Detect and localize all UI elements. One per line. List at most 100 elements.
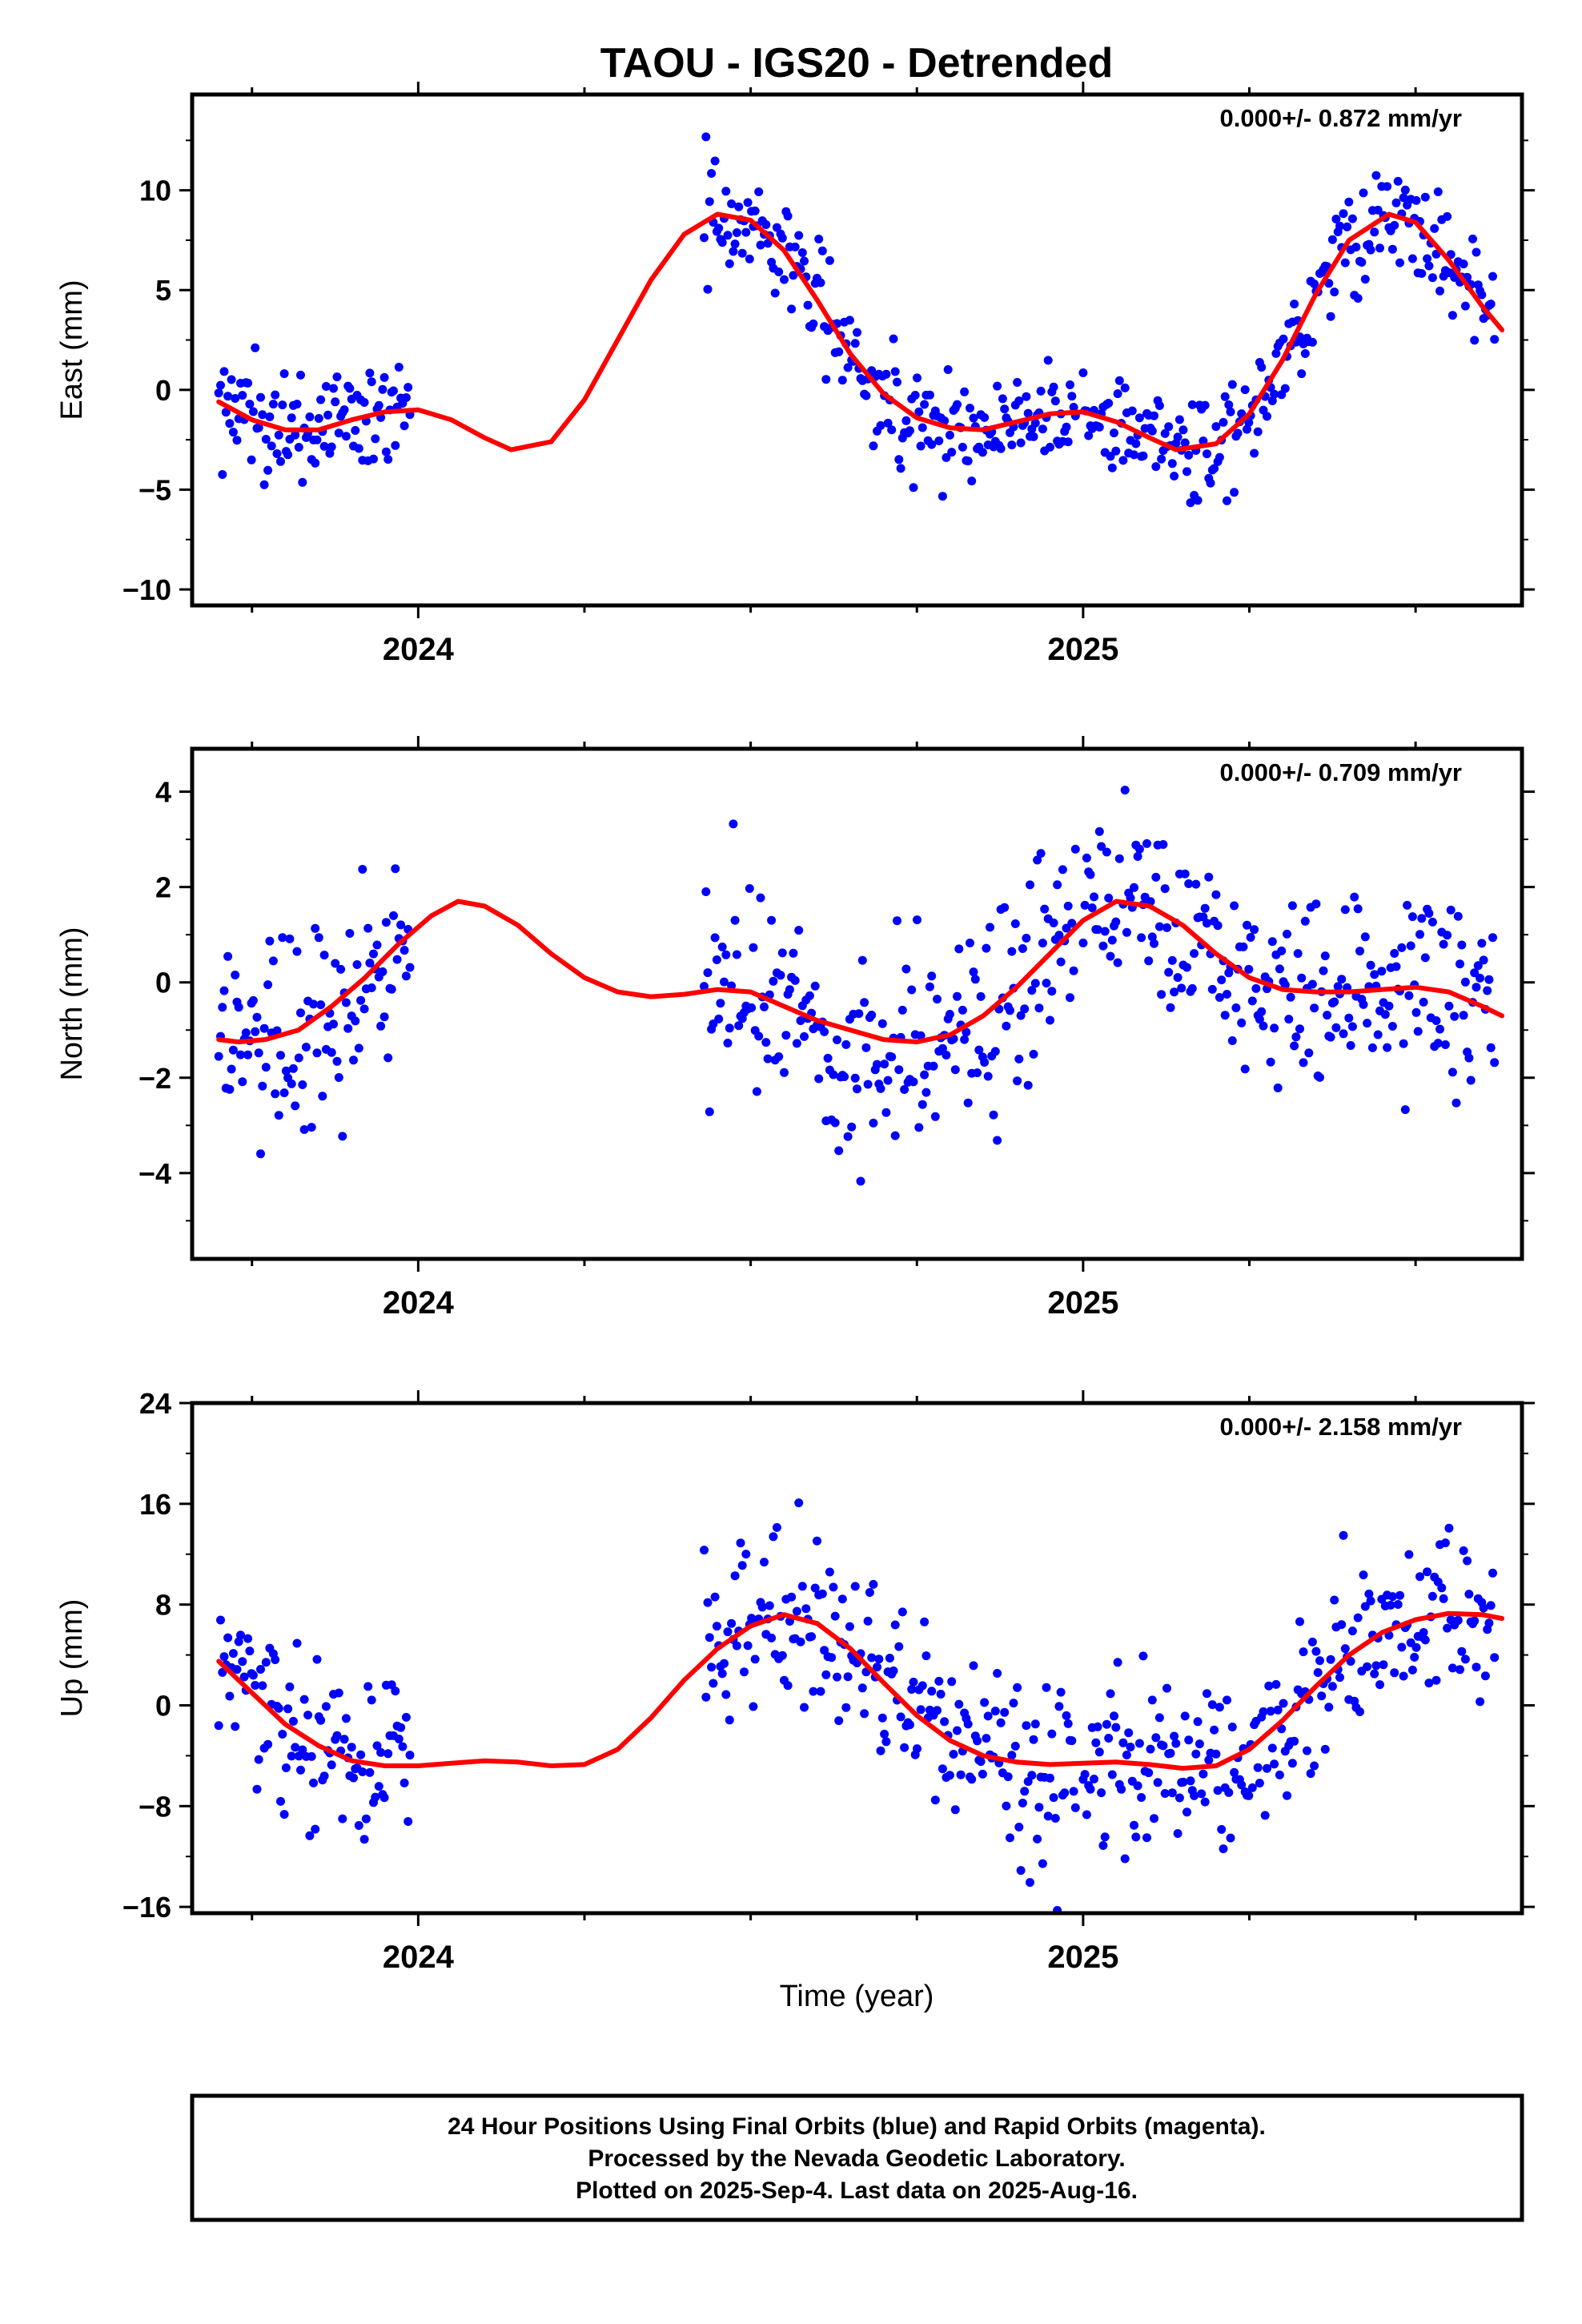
data-point: [1013, 1076, 1022, 1086]
data-point: [974, 1045, 984, 1055]
data-point: [1430, 223, 1439, 233]
data-point: [1193, 1717, 1203, 1727]
data-point: [1107, 463, 1117, 472]
data-point: [378, 967, 387, 976]
data-point: [1371, 1661, 1381, 1671]
data-point: [278, 1730, 287, 1739]
data-point: [1047, 1729, 1057, 1739]
data-point: [920, 1070, 930, 1080]
data-point: [703, 284, 713, 294]
data-point: [319, 441, 329, 451]
data-point: [960, 387, 970, 396]
data-point: [345, 929, 355, 938]
data-point: [1117, 1784, 1126, 1794]
data-point: [1410, 1652, 1419, 1662]
data-point: [261, 435, 271, 444]
data-point: [1150, 939, 1158, 948]
data-point: [1170, 987, 1179, 997]
data-point: [214, 1721, 223, 1731]
data-point: [712, 1622, 721, 1631]
data-point: [1223, 496, 1231, 505]
data-point: [958, 1005, 967, 1015]
data-point: [1470, 336, 1480, 345]
data-point: [299, 1695, 309, 1704]
data-point: [1286, 992, 1295, 1002]
data-point: [897, 1607, 907, 1617]
data-point: [920, 400, 930, 409]
data-point: [298, 1745, 307, 1755]
data-point: [825, 1567, 834, 1577]
data-point: [309, 1778, 318, 1787]
y-tick-label: 10: [139, 175, 171, 207]
data-point: [336, 964, 346, 974]
data-point: [1226, 407, 1235, 416]
data-point: [867, 1011, 877, 1019]
data-point: [1310, 1761, 1319, 1771]
data-point: [1424, 909, 1434, 918]
data-point: [288, 1716, 298, 1726]
data-point: [1003, 1772, 1013, 1782]
data-point: [796, 1637, 805, 1647]
data-point: [1120, 1854, 1130, 1864]
data-point: [1038, 424, 1047, 434]
data-point: [1130, 450, 1138, 460]
data-point: [1056, 1687, 1066, 1697]
data-point: [1319, 966, 1328, 975]
data-point: [1320, 1744, 1330, 1754]
data-point: [774, 1052, 784, 1061]
data-point: [1187, 983, 1197, 993]
data-point: [756, 893, 765, 903]
data-point: [1213, 921, 1223, 931]
data-point: [1126, 893, 1135, 903]
y-axis-label: North (mm): [55, 927, 89, 1080]
data-point: [973, 1068, 982, 1078]
data-point: [877, 1019, 887, 1028]
data-point: [827, 1653, 837, 1663]
data-point: [1038, 1859, 1047, 1868]
data-point: [1457, 940, 1467, 950]
data-point: [869, 1118, 878, 1128]
data-point: [345, 384, 355, 393]
data-point: [881, 369, 891, 379]
fit-curve: [216, 1610, 1505, 1771]
data-point: [378, 384, 387, 394]
data-point: [268, 956, 278, 966]
data-point: [285, 1682, 295, 1691]
data-point: [1440, 1538, 1450, 1548]
data-point: [218, 1003, 227, 1012]
data-point: [243, 1634, 253, 1643]
data-point: [352, 960, 362, 969]
data-point: [316, 1000, 326, 1010]
data-point: [1227, 380, 1237, 389]
x-tick-label: 2025: [1047, 1940, 1118, 1975]
data-point: [714, 223, 724, 233]
fit-curve: [216, 211, 1505, 452]
data-point: [332, 372, 342, 382]
data-point: [761, 1038, 771, 1047]
data-point: [334, 1688, 343, 1698]
data-point: [1210, 464, 1219, 473]
data-point: [321, 382, 331, 391]
data-point: [743, 1641, 753, 1651]
data-point: [1290, 300, 1299, 309]
data-point: [231, 394, 240, 403]
data-point: [1464, 1053, 1474, 1063]
data-point: [1007, 440, 1017, 450]
data-point: [729, 819, 738, 829]
data-point: [942, 452, 951, 462]
data-point: [1120, 786, 1130, 795]
data-point: [947, 1677, 957, 1687]
data-point: [332, 1056, 342, 1066]
data-point: [890, 367, 900, 376]
data-point: [1460, 301, 1470, 311]
data-point: [1162, 923, 1171, 932]
data-point: [790, 975, 800, 985]
data-point: [1407, 254, 1417, 263]
data-point: [261, 1658, 271, 1667]
data-point: [1054, 1702, 1064, 1711]
data-point: [777, 948, 787, 958]
data-point: [1027, 1771, 1037, 1780]
data-point: [1174, 1793, 1184, 1803]
data-point: [763, 239, 773, 248]
data-point: [243, 378, 253, 388]
